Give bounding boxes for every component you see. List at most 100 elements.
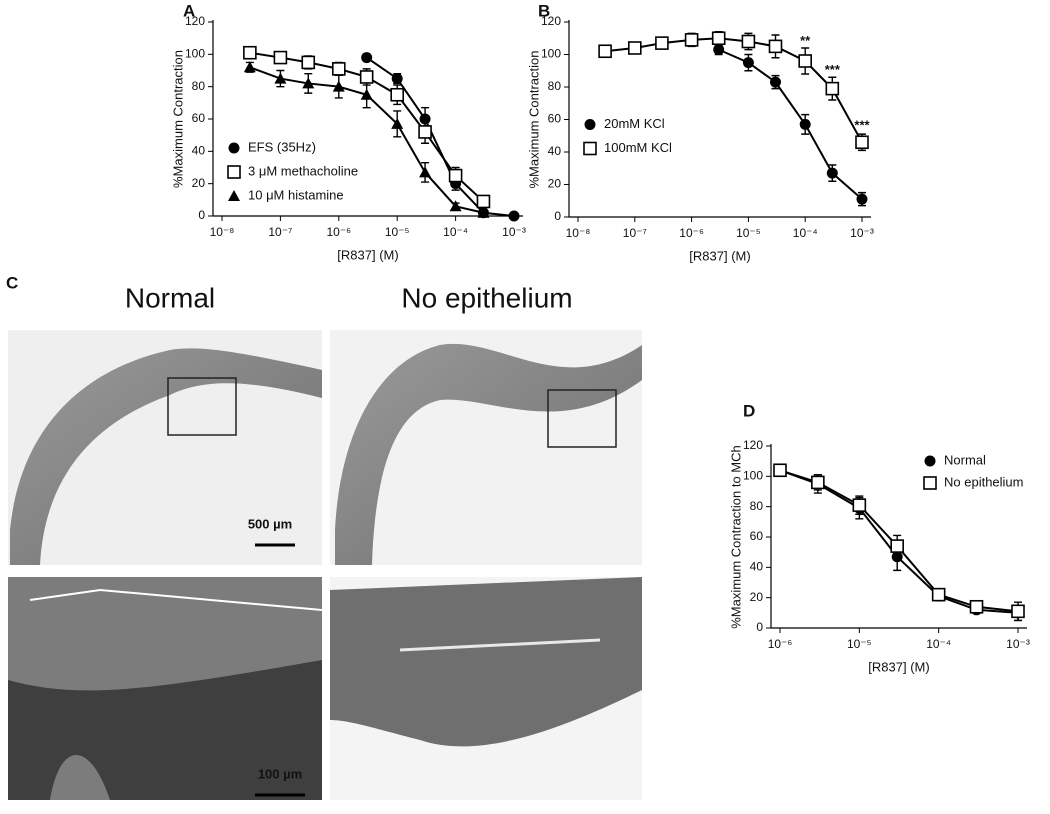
x-tick-label: 10⁻⁸ <box>566 226 591 240</box>
micrograph: 100 µm <box>8 577 323 800</box>
y-tick-label: 20 <box>192 176 206 190</box>
x-tick-label: 10⁻³ <box>1006 637 1030 651</box>
legend-marker <box>228 190 240 201</box>
marker <box>684 33 699 47</box>
marker <box>391 117 404 129</box>
x-tick-label: 10⁻⁵ <box>847 637 872 651</box>
x-tick-label: 10⁻⁶ <box>326 225 351 239</box>
y-tick-label: 0 <box>198 208 205 222</box>
marker <box>855 135 869 150</box>
x-tick-label: 10⁻⁶ <box>679 226 704 240</box>
y-tick-label: 100 <box>185 47 205 61</box>
y-tick-label: 40 <box>192 144 206 158</box>
marker <box>273 50 288 65</box>
y-tick-label: 60 <box>750 529 764 543</box>
marker <box>598 44 612 59</box>
marker <box>768 39 783 54</box>
x-tick-label: 10⁻⁶ <box>768 637 793 651</box>
marker <box>360 88 373 100</box>
marker <box>331 62 346 76</box>
x-tick-label: 10⁻³ <box>850 226 874 240</box>
panel-letter: A <box>183 1 195 20</box>
legend-label: No epithelium <box>944 474 1024 489</box>
x-tick-label: 10⁻⁸ <box>210 225 235 239</box>
x-axis-label: [R837] (M) <box>337 247 398 262</box>
panel-letter: B <box>538 1 550 20</box>
y-tick-label: 40 <box>548 144 562 158</box>
marker <box>359 70 374 84</box>
panel-letter: D <box>743 401 755 420</box>
legend-label: 10 μM histamine <box>248 187 344 202</box>
marker <box>243 61 256 73</box>
marker <box>508 210 520 222</box>
annotation: *** <box>854 117 870 132</box>
annotation: ** <box>800 33 811 48</box>
marker <box>856 193 868 205</box>
y-tick-label: 60 <box>192 111 206 125</box>
legend-marker <box>923 476 937 490</box>
series-line <box>718 48 863 200</box>
panel-letter: C <box>6 273 18 292</box>
legend-label: 20mM KCl <box>604 116 665 131</box>
marker <box>969 599 984 614</box>
legend-label: 100mM KCl <box>604 140 672 155</box>
marker <box>449 200 462 212</box>
legend-marker <box>584 119 596 130</box>
marker <box>274 72 287 84</box>
y-tick-label: 80 <box>750 499 764 513</box>
micrograph <box>330 577 642 800</box>
x-tick-label: 10⁻³ <box>502 225 526 239</box>
marker <box>741 34 756 49</box>
legend-marker <box>583 141 597 156</box>
marker <box>799 118 811 130</box>
y-tick-label: 100 <box>743 469 763 483</box>
y-tick-label: 60 <box>548 112 562 126</box>
x-tick-label: 10⁻⁴ <box>926 637 951 651</box>
x-tick-label: 10⁻⁷ <box>623 226 647 240</box>
marker <box>931 587 946 602</box>
marker <box>448 168 463 183</box>
marker <box>477 206 490 218</box>
y-axis-label: %Maximum Contraction <box>526 51 541 189</box>
marker <box>1011 604 1025 619</box>
marker <box>770 76 782 88</box>
y-tick-label: 40 <box>750 560 764 574</box>
marker <box>891 551 903 563</box>
y-tick-label: 80 <box>548 79 562 93</box>
y-tick-label: 20 <box>750 590 764 604</box>
y-tick-label: 0 <box>554 209 561 223</box>
marker <box>302 77 315 89</box>
x-tick-label: 10⁻⁴ <box>443 225 468 239</box>
y-axis-label: %Maximum Contraction to MCh <box>728 445 743 629</box>
scale-bar-label: 500 µm <box>248 516 292 531</box>
series-line <box>366 56 515 217</box>
x-axis-label: [R837] (M) <box>689 248 750 263</box>
marker <box>627 41 642 55</box>
x-tick-label: 10⁻⁵ <box>385 225 410 239</box>
marker <box>419 166 432 178</box>
marker <box>742 57 754 69</box>
y-tick-label: 0 <box>756 620 763 634</box>
marker <box>419 113 431 125</box>
marker <box>825 81 840 96</box>
y-tick-label: 120 <box>185 14 205 28</box>
marker <box>798 54 813 68</box>
legend-marker <box>227 165 241 179</box>
marker <box>301 55 316 70</box>
marker <box>476 194 491 209</box>
y-tick-label: 80 <box>192 79 206 93</box>
y-tick-label: 20 <box>548 177 562 191</box>
marker <box>243 45 257 60</box>
marker <box>390 87 405 102</box>
legend-marker <box>228 142 240 154</box>
marker <box>773 463 787 478</box>
x-tick-label: 10⁻⁷ <box>268 225 292 239</box>
x-tick-label: 10⁻⁵ <box>736 226 761 240</box>
x-axis-label: [R837] (M) <box>868 659 929 674</box>
micrograph: 500 µm <box>8 330 322 565</box>
legend-label: 3 μM methacholine <box>248 163 358 178</box>
marker <box>852 498 867 512</box>
legend-marker <box>924 455 936 467</box>
y-tick-label: 120 <box>743 438 763 452</box>
